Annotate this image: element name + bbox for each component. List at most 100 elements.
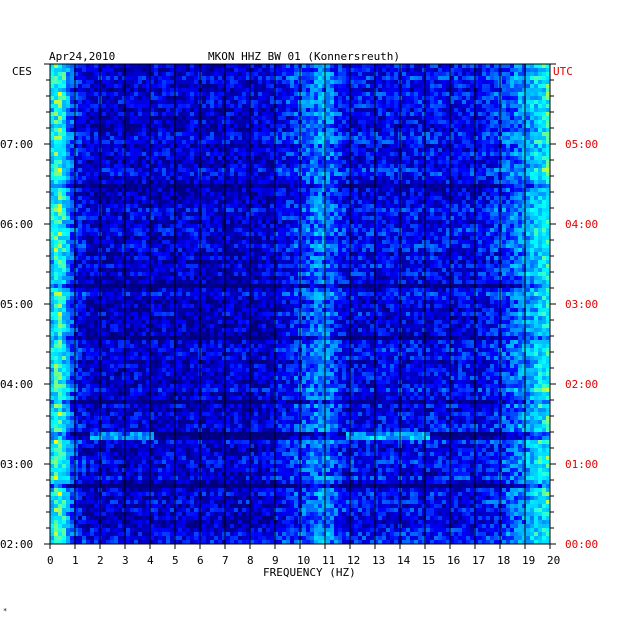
heatmap-cell bbox=[434, 112, 439, 117]
heatmap-cell bbox=[358, 200, 363, 205]
heatmap-cell bbox=[358, 68, 363, 73]
heatmap-cell bbox=[54, 136, 59, 141]
heatmap-cell bbox=[442, 168, 447, 173]
heatmap-cell bbox=[194, 144, 199, 149]
heatmap-cell bbox=[342, 196, 347, 201]
heatmap-cell bbox=[118, 160, 123, 165]
heatmap-cell bbox=[138, 76, 143, 81]
heatmap-cell bbox=[362, 76, 367, 81]
heatmap-cell bbox=[54, 200, 59, 205]
heatmap-cell bbox=[86, 212, 91, 217]
heatmap-cell bbox=[242, 88, 247, 93]
heatmap-cell bbox=[70, 164, 75, 169]
heatmap-cell bbox=[366, 200, 371, 205]
heatmap-cell bbox=[154, 188, 159, 193]
heatmap-cell bbox=[254, 200, 259, 205]
heatmap-cell bbox=[450, 136, 455, 141]
heatmap-cell bbox=[142, 76, 147, 81]
heatmap-cell bbox=[402, 128, 407, 133]
heatmap-cell bbox=[182, 164, 187, 169]
heatmap-cell bbox=[506, 64, 511, 69]
heatmap-cell bbox=[58, 140, 63, 145]
heatmap-cell bbox=[66, 124, 71, 129]
heatmap-cell bbox=[238, 172, 243, 177]
heatmap-cell bbox=[158, 212, 163, 217]
heatmap-cell bbox=[430, 144, 435, 149]
heatmap-cell bbox=[218, 192, 223, 197]
heatmap-cell bbox=[322, 220, 327, 225]
heatmap-cell bbox=[346, 88, 351, 93]
heatmap-cell bbox=[334, 152, 339, 157]
heatmap-cell bbox=[422, 124, 427, 129]
heatmap-cell bbox=[82, 176, 87, 181]
heatmap-cell bbox=[222, 180, 227, 185]
heatmap-cell bbox=[70, 184, 75, 189]
heatmap-cell bbox=[402, 136, 407, 141]
heatmap-cell bbox=[326, 208, 331, 213]
heatmap-cell bbox=[106, 112, 111, 117]
heatmap-cell bbox=[130, 92, 135, 97]
heatmap-cell bbox=[418, 200, 423, 205]
heatmap-cell bbox=[134, 96, 139, 101]
heatmap-cell bbox=[354, 180, 359, 185]
heatmap-cell bbox=[170, 120, 175, 125]
heatmap-cell bbox=[310, 180, 315, 185]
heatmap-cell bbox=[78, 136, 83, 141]
heatmap-cell bbox=[290, 112, 295, 117]
heatmap-cell bbox=[430, 72, 435, 77]
heatmap-cell bbox=[446, 164, 451, 169]
heatmap-cell bbox=[466, 128, 471, 133]
heatmap-cell bbox=[410, 156, 415, 161]
heatmap-cell bbox=[542, 96, 547, 101]
heatmap-cell bbox=[254, 80, 259, 85]
heatmap-cell bbox=[82, 100, 87, 105]
heatmap-cell bbox=[386, 128, 391, 133]
heatmap-cell bbox=[462, 172, 467, 177]
heatmap-cell bbox=[366, 164, 371, 169]
heatmap-cell bbox=[370, 128, 375, 133]
heatmap-cell bbox=[62, 208, 67, 213]
heatmap-cell bbox=[506, 200, 511, 205]
heatmap-cell bbox=[490, 88, 495, 93]
heatmap-cell bbox=[102, 216, 107, 221]
heatmap-cell bbox=[82, 104, 87, 109]
heatmap-cell bbox=[162, 116, 167, 121]
heatmap-cell bbox=[326, 124, 331, 129]
heatmap-cell bbox=[58, 220, 63, 225]
heatmap-cell bbox=[274, 172, 279, 177]
heatmap-cell bbox=[302, 160, 307, 165]
heatmap-cell bbox=[522, 220, 527, 225]
heatmap-cell bbox=[50, 220, 55, 225]
heatmap-cell bbox=[258, 72, 263, 77]
heatmap-cell bbox=[242, 108, 247, 113]
heatmap-cell bbox=[394, 100, 399, 105]
heatmap-cell bbox=[314, 140, 319, 145]
heatmap-cell bbox=[538, 88, 543, 93]
heatmap-cell bbox=[226, 152, 231, 157]
heatmap-cell bbox=[422, 136, 427, 141]
heatmap-cell bbox=[82, 208, 87, 213]
heatmap-cell bbox=[218, 128, 223, 133]
heatmap-cell bbox=[418, 116, 423, 121]
heatmap-cell bbox=[530, 204, 535, 209]
heatmap-cell bbox=[326, 184, 331, 189]
heatmap-cell bbox=[50, 200, 55, 205]
heatmap-cell bbox=[486, 116, 491, 121]
heatmap-cell bbox=[82, 68, 87, 73]
heatmap-cell bbox=[242, 76, 247, 81]
heatmap-cell bbox=[542, 212, 547, 217]
heatmap-cell bbox=[414, 152, 419, 157]
heatmap-cell bbox=[110, 200, 115, 205]
heatmap-cell bbox=[346, 200, 351, 205]
heatmap-cell bbox=[194, 160, 199, 165]
heatmap-cell bbox=[350, 124, 355, 129]
heatmap-cell bbox=[430, 156, 435, 161]
heatmap-cell bbox=[154, 152, 159, 157]
heatmap-cell bbox=[434, 72, 439, 77]
heatmap-cell bbox=[122, 192, 127, 197]
heatmap-cell bbox=[202, 192, 207, 197]
heatmap-cell bbox=[522, 104, 527, 109]
heatmap-cell bbox=[234, 144, 239, 149]
heatmap-cell bbox=[326, 160, 331, 165]
heatmap-cell bbox=[506, 148, 511, 153]
